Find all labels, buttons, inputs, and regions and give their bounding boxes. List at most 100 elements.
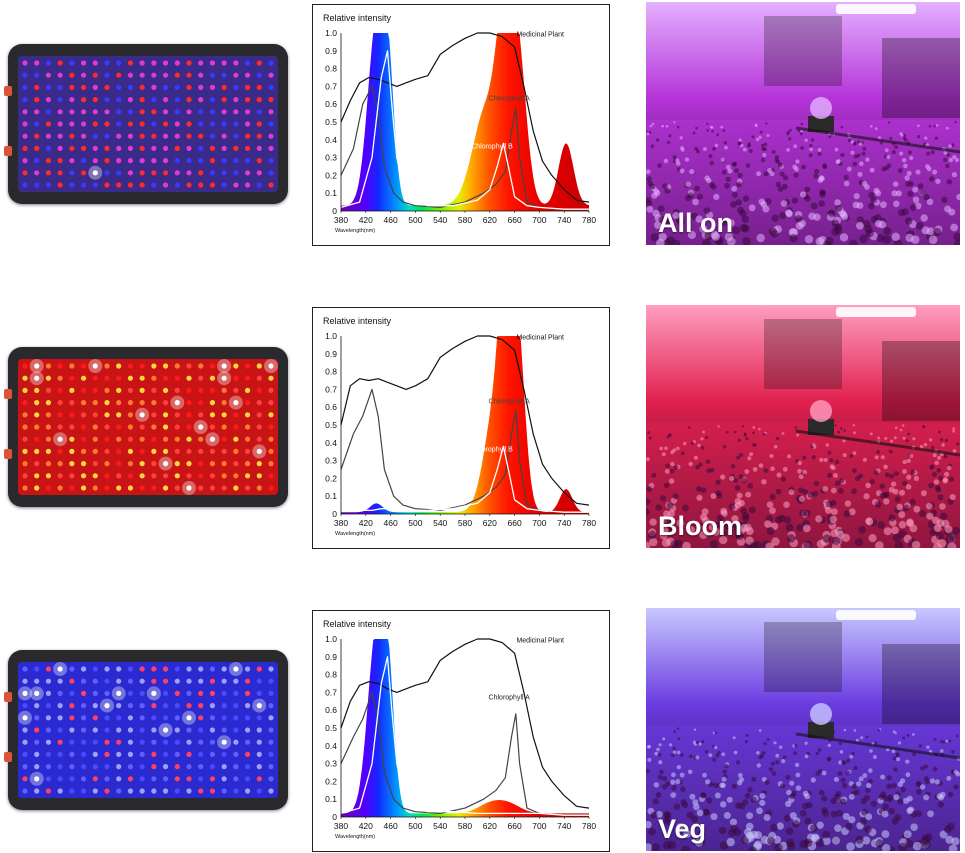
seedling-leaf (928, 235, 938, 244)
led-diode (256, 400, 262, 406)
seedling-leaf (694, 838, 704, 847)
seedling-leaf (662, 183, 668, 190)
seedling-leaf (745, 831, 754, 840)
led-diode (256, 375, 262, 381)
seedling-leaf (662, 776, 668, 782)
seedling-leaf (673, 121, 676, 124)
led-diode (198, 788, 204, 794)
seedling-leaf (837, 771, 843, 776)
led-diode (233, 60, 239, 66)
y-tick-label: 0 (332, 509, 337, 519)
led-diode (139, 182, 145, 188)
seedling-leaf (944, 438, 949, 443)
led-diode (198, 109, 204, 115)
seedling-leaf (716, 133, 720, 137)
led-diode (186, 400, 192, 406)
seedling-leaf (831, 465, 836, 471)
seedling-leaf (724, 763, 729, 769)
seedling-leaf (798, 474, 804, 480)
led-diode (198, 473, 204, 479)
led-diode (186, 145, 192, 151)
led-diode (127, 788, 134, 794)
seedling-leaf (902, 424, 905, 427)
led-diode (80, 690, 87, 696)
led-diode (233, 448, 239, 454)
led-diode (198, 485, 204, 491)
seedling-leaf (646, 820, 652, 829)
led-diode (244, 412, 251, 418)
seedling-leaf (827, 450, 832, 455)
seedling-leaf (704, 175, 710, 181)
seedling-leaf (905, 439, 909, 443)
seedling-leaf (803, 509, 811, 517)
led-diode (116, 666, 122, 672)
led-diode (198, 739, 204, 745)
seedling-leaf (868, 202, 875, 210)
seedling-leaf (747, 456, 752, 461)
seedling-leaf (669, 743, 673, 747)
led-diode (256, 170, 262, 176)
y-tick-label: 0.5 (325, 420, 337, 430)
y-tick-label: 0.1 (325, 188, 337, 198)
led-diode (116, 412, 122, 418)
led-diode (221, 84, 227, 90)
led-diode (139, 764, 145, 770)
led-diode (221, 363, 227, 369)
led-diode (151, 751, 157, 757)
led-diode (22, 715, 28, 721)
curve-medicinal-plant (340, 335, 590, 506)
seedling-leaf (782, 755, 787, 760)
led-diode (209, 97, 216, 103)
seedling-leaf (900, 778, 906, 784)
led-diode (45, 727, 52, 733)
potted-plant-leaves (810, 400, 832, 422)
seedling-leaf (849, 453, 854, 458)
led-diode (57, 412, 63, 418)
seedling-leaf (714, 745, 718, 750)
seedling-leaf (898, 520, 907, 529)
seedling-leaf (768, 767, 774, 772)
led-diode (57, 690, 63, 696)
seedling-leaf (705, 779, 711, 785)
led-diode (34, 60, 40, 66)
led-diode (34, 666, 40, 672)
led-diode (233, 727, 239, 733)
led-diode (221, 400, 227, 406)
led-diode (104, 764, 110, 770)
seedling-leaf (840, 777, 846, 783)
seedling-leaf (890, 481, 897, 487)
led-diode (244, 739, 251, 745)
led-diode (69, 72, 75, 78)
led-diode (198, 375, 204, 381)
led-diode (198, 170, 204, 176)
seedling-leaf (864, 825, 872, 834)
seedling-leaf (733, 430, 737, 434)
seedling-leaf (840, 427, 843, 430)
x-tick-label: 380 (334, 518, 348, 528)
led-diode (233, 715, 239, 721)
seedling-leaf (701, 508, 709, 516)
led-diode (104, 375, 110, 381)
seedling-leaf (854, 538, 864, 547)
led-diode (151, 727, 157, 733)
seedling-leaf (850, 150, 855, 155)
mode-row-all-on: Relative intensity 0 0.1 0.2 0.3 0.4 0.5 0.6 0.7… (0, 0, 965, 246)
led-diode (256, 182, 262, 188)
seedling-leaf (756, 807, 763, 815)
seedling-leaf (948, 144, 952, 148)
x-tick-label: 700 (532, 518, 546, 528)
led-diode (127, 158, 134, 164)
seedling-leaf (695, 755, 700, 760)
y-tick-label: 0.2 (325, 473, 337, 483)
seedling-leaf (944, 205, 952, 213)
led-diode (221, 485, 227, 491)
led-diode (22, 776, 28, 782)
led-diode (162, 764, 169, 770)
seedling-leaf (897, 168, 903, 174)
led-diode (174, 485, 180, 491)
seedling-leaf (893, 767, 898, 772)
seedling-leaf (926, 512, 934, 520)
led-diode (221, 703, 227, 709)
led-diode (22, 461, 28, 467)
led-diode (233, 363, 239, 369)
